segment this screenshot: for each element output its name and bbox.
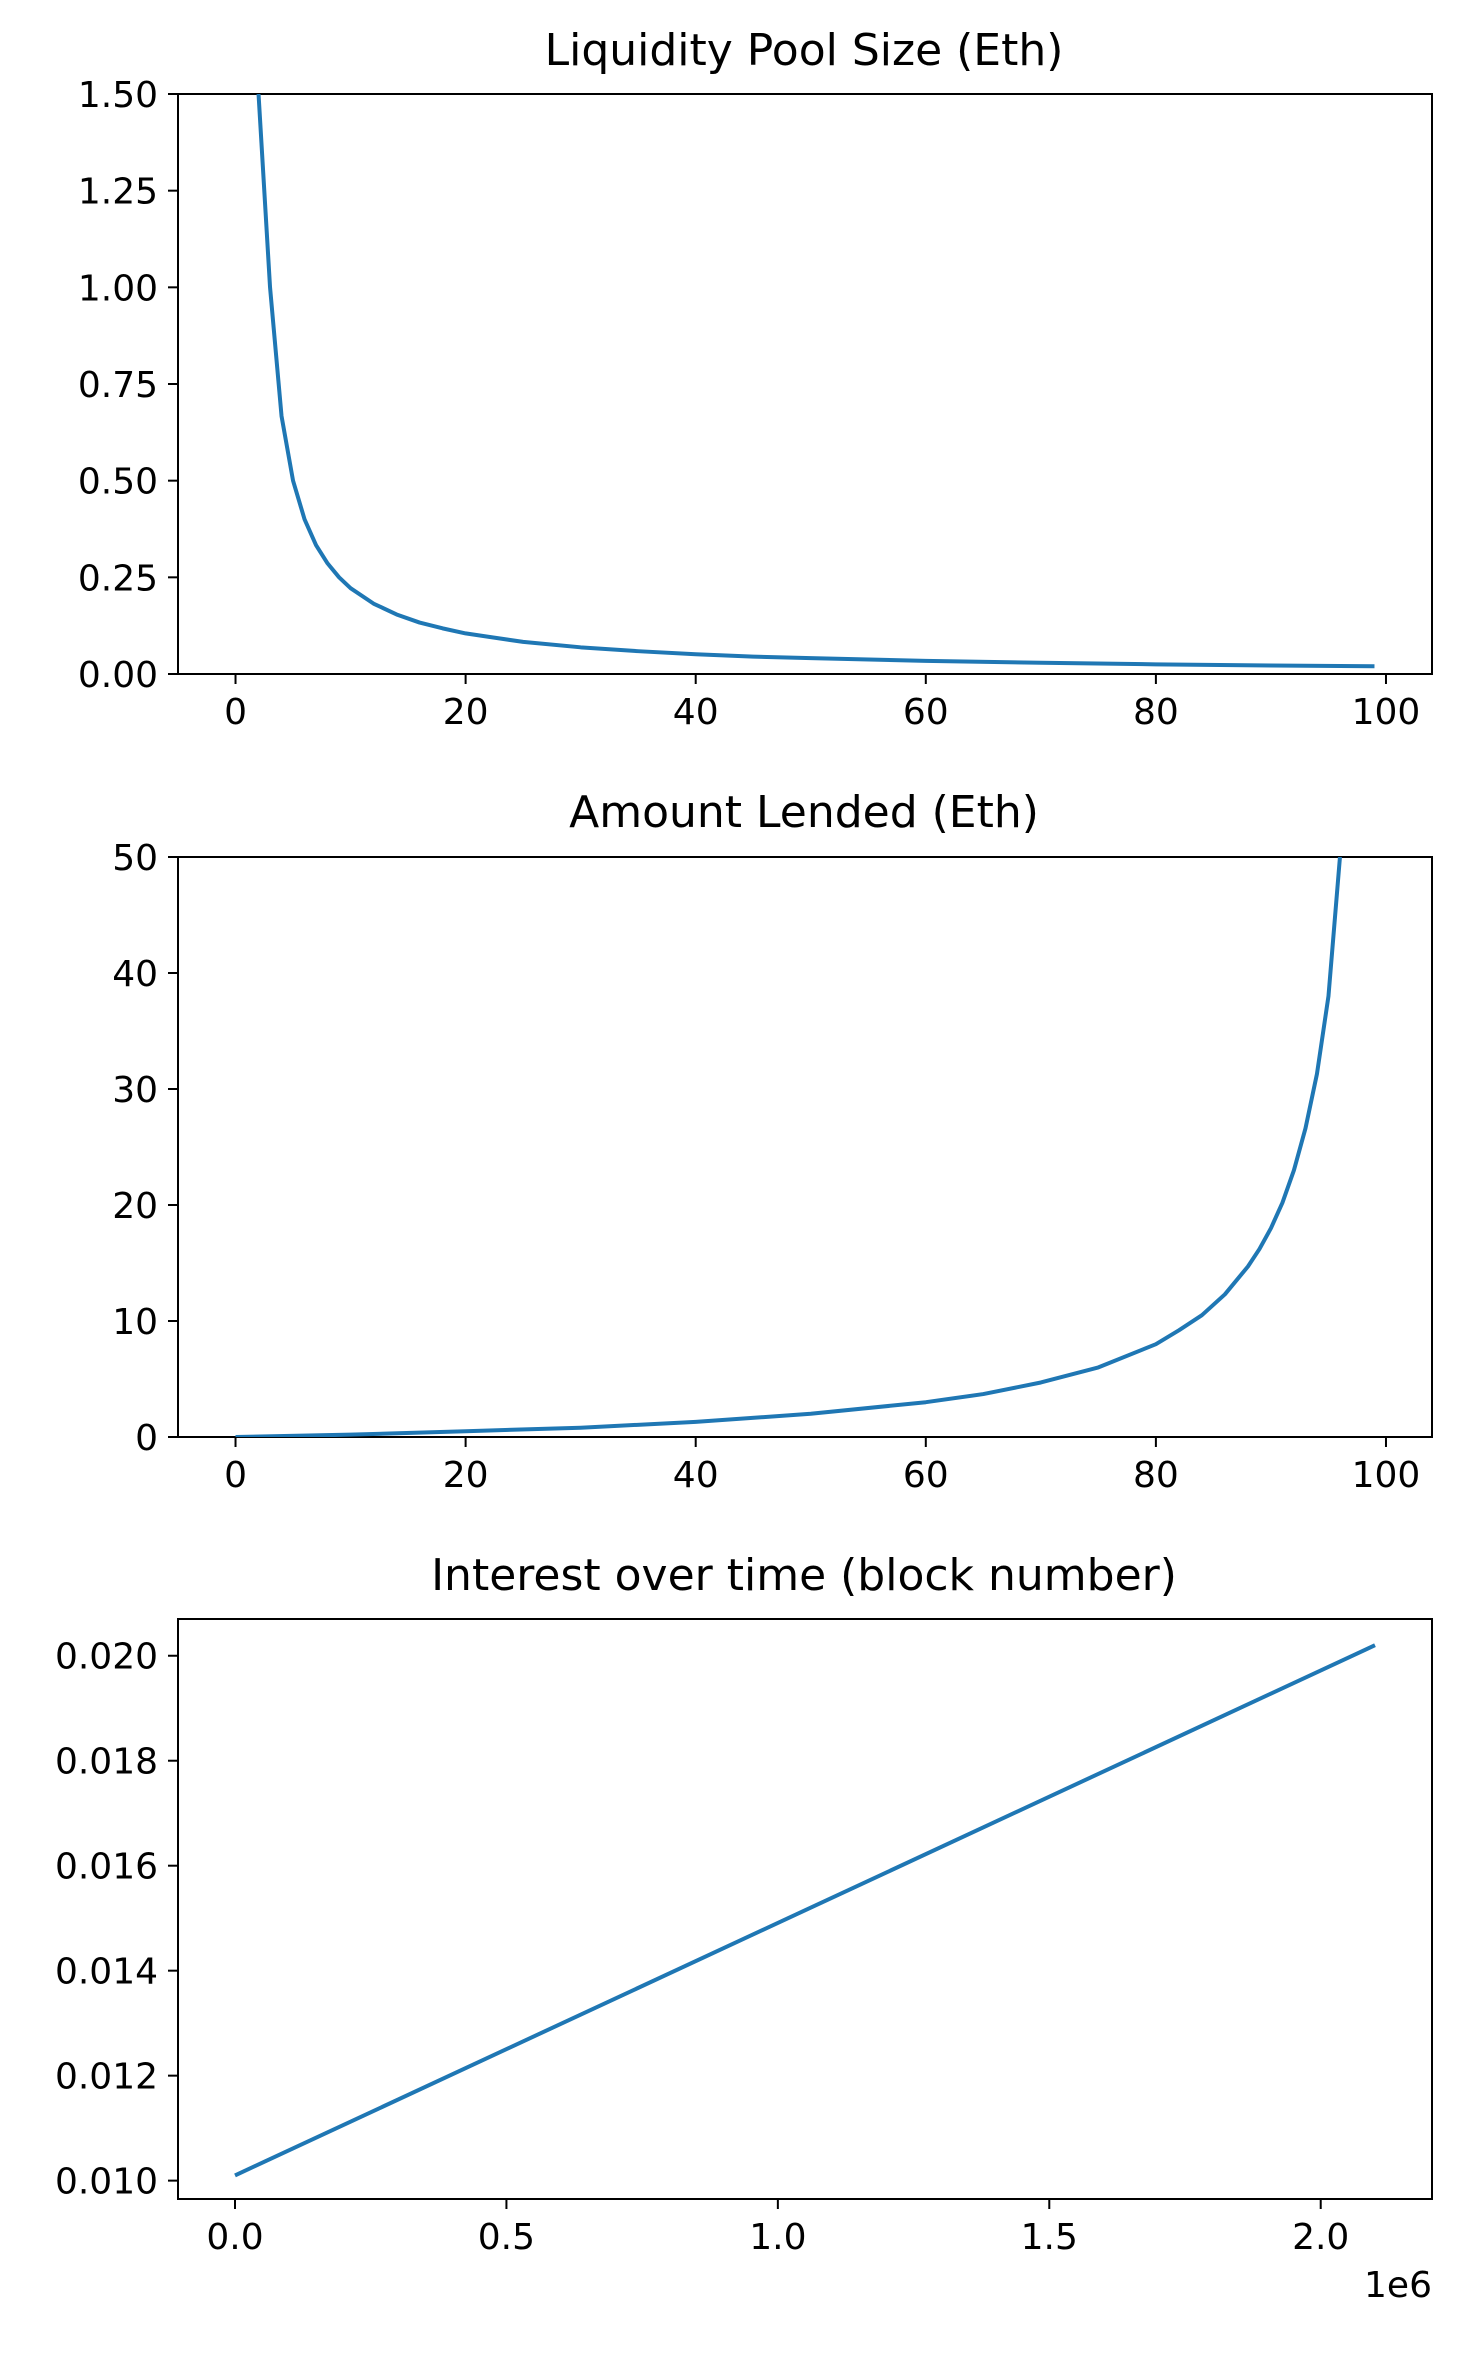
y-tick-label: 0.00 — [78, 655, 158, 696]
plot-area-frame — [177, 856, 1433, 1438]
x-tick-label: 1.5 — [1021, 2217, 1078, 2258]
y-tick-label: 10 — [112, 1302, 158, 1343]
y-tick-label: 0.25 — [78, 558, 158, 599]
series-line — [235, 857, 1342, 1437]
x-tick-label: 60 — [903, 692, 949, 733]
x-tick-label: 40 — [673, 1455, 719, 1496]
x-tick-label: 100 — [1352, 692, 1421, 733]
x-axis-ticks: 0 20 40 60 80 100 — [224, 1437, 1420, 1496]
y-tick-label: 0.018 — [55, 1742, 158, 1783]
x-tick-label: 0.0 — [206, 2217, 263, 2258]
y-tick-label: 40 — [112, 954, 158, 995]
y-tick-label: 1.00 — [78, 268, 158, 309]
y-tick-label: 50 — [112, 838, 158, 879]
y-tick-label: 1.50 — [78, 75, 158, 116]
x-axis-offset-label: 1e6 — [1364, 2265, 1432, 2306]
y-tick-label: 0.012 — [55, 2057, 158, 2098]
y-axis-ticks: 0 10 20 30 40 50 — [112, 838, 178, 1459]
x-tick-label: 0 — [224, 692, 247, 733]
chart-interest-over-time: Interest over time (block number) 0.0 0.5… — [55, 1550, 1433, 2306]
y-tick-label: 20 — [112, 1186, 158, 1227]
series-area — [234, 1643, 1376, 2178]
y-axis-ticks: 0.00 0.25 0.50 0.75 1.00 1.25 1.50 — [78, 75, 178, 696]
chart-amount-lended: Amount Lended (Eth) 0 20 40 60 80 100 0 10 20 30… — [112, 787, 1433, 1496]
x-tick-label: 100 — [1352, 1455, 1421, 1496]
x-tick-label: 60 — [903, 1455, 949, 1496]
y-tick-label: 30 — [112, 1070, 158, 1111]
x-tick-label: 1.0 — [749, 2217, 806, 2258]
y-tick-label: 0.020 — [55, 1637, 158, 1678]
x-tick-label: 80 — [1133, 1455, 1179, 1496]
x-tick-label: 20 — [443, 692, 489, 733]
y-axis-ticks: 0.010 0.012 0.014 0.016 0.018 0.020 — [55, 1637, 178, 2203]
y-tick-label: 0.016 — [55, 1847, 158, 1888]
plot-area-frame — [177, 1618, 1433, 2200]
chart-liquidity-pool-size: Liquidity Pool Size (Eth) 0 20 40 60 80 100 0… — [78, 25, 1433, 733]
series-line — [234, 1643, 1376, 2178]
series-area — [256, 94, 1375, 669]
x-axis-ticks: 0.0 0.5 1.0 1.5 2.0 — [206, 2199, 1349, 2258]
x-tick-label: 40 — [673, 692, 719, 733]
x-tick-label: 2.0 — [1292, 2217, 1349, 2258]
x-tick-label: 0 — [224, 1455, 247, 1496]
series-line — [256, 94, 1375, 669]
chart-title: Amount Lended (Eth) — [569, 787, 1039, 838]
y-tick-label: 0.014 — [55, 1952, 158, 1993]
y-tick-label: 0.010 — [55, 2162, 158, 2203]
chart-title: Liquidity Pool Size (Eth) — [545, 25, 1064, 76]
y-tick-label: 0 — [135, 1418, 158, 1459]
y-tick-label: 0.50 — [78, 462, 158, 503]
x-tick-label: 20 — [443, 1455, 489, 1496]
x-tick-label: 0.5 — [478, 2217, 535, 2258]
y-tick-label: 1.25 — [78, 172, 158, 213]
x-tick-label: 80 — [1133, 692, 1179, 733]
chart-title: Interest over time (block number) — [431, 1550, 1177, 1601]
y-tick-label: 0.75 — [78, 365, 158, 406]
x-axis-ticks: 0 20 40 60 80 100 — [224, 674, 1420, 733]
series-area — [235, 857, 1342, 1437]
